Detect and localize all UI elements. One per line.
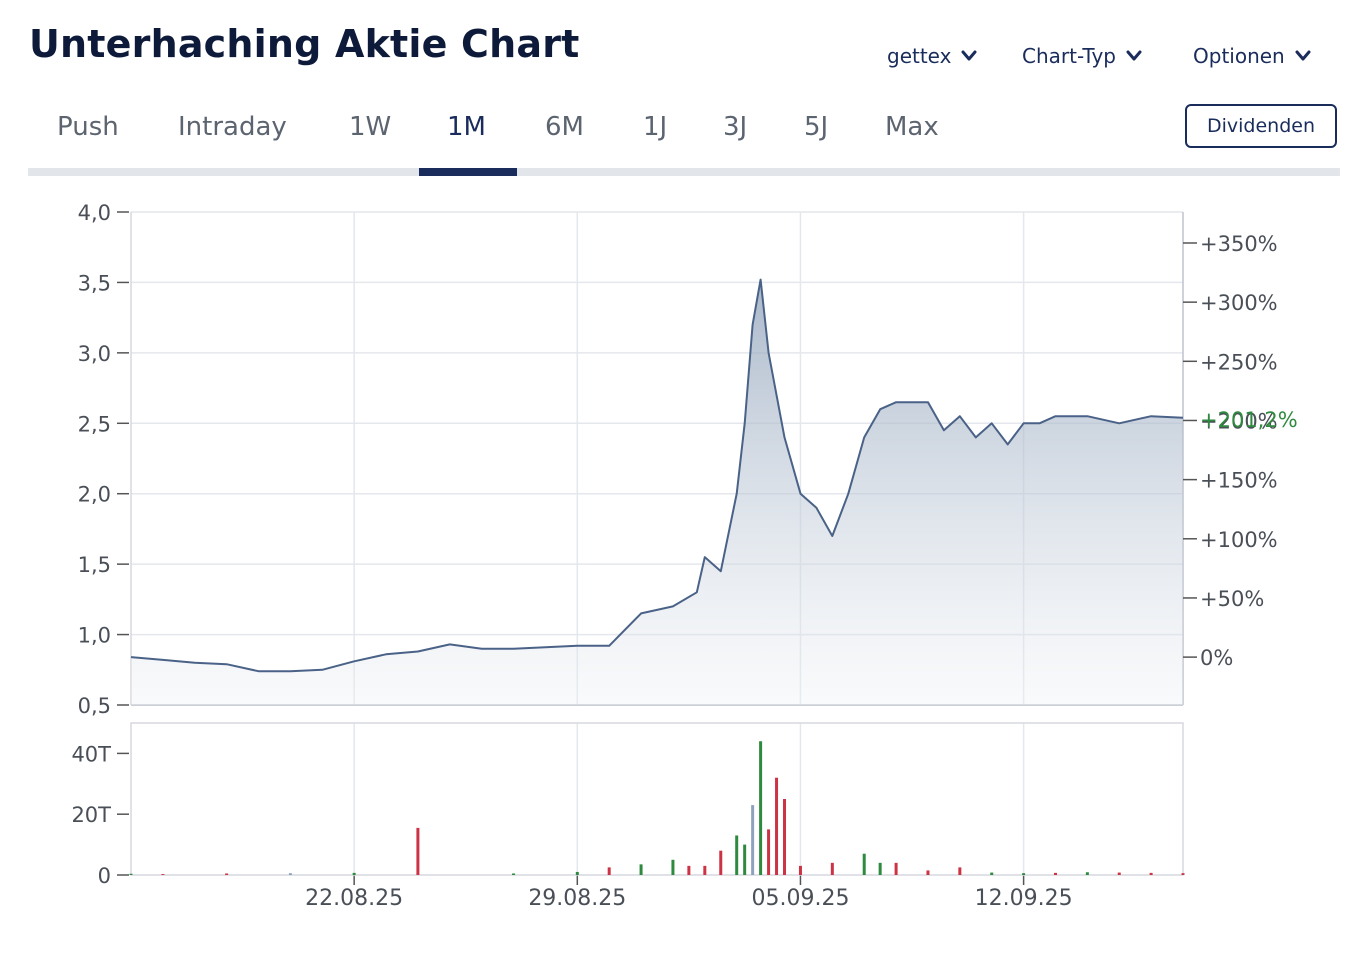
percent-tick-label: +250% — [1200, 350, 1278, 374]
volume-bar — [735, 835, 739, 875]
y-tick-label: 3,0 — [78, 342, 111, 366]
volume-bar — [719, 850, 723, 875]
volume-bar — [743, 844, 747, 875]
volume-bar — [639, 864, 643, 875]
volume-bar — [1149, 872, 1153, 875]
exchange-dropdown[interactable]: gettex — [887, 44, 977, 68]
tab-1w[interactable]: 1W — [349, 112, 392, 142]
volume-bar — [225, 873, 229, 875]
volume-tick-label: 0 — [98, 864, 111, 888]
y-tick-label: 0,5 — [78, 694, 111, 718]
volume-panel — [130, 722, 1184, 876]
volume-bar — [1181, 873, 1185, 875]
volume-bar — [767, 829, 771, 875]
volume-bar — [703, 865, 707, 875]
volume-bar — [798, 865, 802, 875]
volume-bar — [862, 853, 866, 875]
dividends-button[interactable]: Dividenden — [1185, 104, 1337, 148]
price-line — [130, 278, 1184, 673]
volume-bar — [129, 873, 133, 875]
tab-bar — [28, 168, 1340, 176]
options-dropdown[interactable]: Optionen — [1193, 44, 1311, 68]
percent-tick-label: 0% — [1200, 646, 1233, 670]
volume-tick-label: 20T — [71, 803, 111, 827]
percent-tick-label: +350% — [1200, 232, 1278, 256]
tab-max[interactable]: Max — [885, 112, 939, 142]
chevron-down-icon — [961, 50, 977, 61]
volume-bar — [416, 827, 420, 875]
percent-tick-label: +150% — [1200, 469, 1278, 493]
volume-bar — [926, 870, 930, 875]
volume-bar — [512, 873, 516, 875]
volume-bar — [878, 862, 882, 875]
x-tick-label: 22.08.25 — [305, 886, 403, 911]
chart-controls: gettex Chart-Typ Optionen — [0, 44, 1350, 74]
tab-1j[interactable]: 1J — [643, 112, 668, 142]
x-tick-label: 12.09.25 — [975, 886, 1073, 911]
percent-tick-label: +200% — [1200, 409, 1278, 433]
volume-bar — [990, 872, 994, 875]
percent-tick-label: +50% — [1200, 587, 1264, 611]
volume-bar — [1117, 872, 1121, 875]
tab-1m[interactable]: 1M — [447, 112, 486, 142]
tab-5j[interactable]: 5J — [804, 112, 829, 142]
options-dropdown-label: Optionen — [1193, 44, 1285, 68]
chart-type-dropdown-label: Chart-Typ — [1022, 44, 1116, 68]
volume-bar — [671, 859, 675, 875]
volume-bar — [1085, 872, 1089, 875]
volume-bar — [775, 777, 779, 875]
y-tick-label: 4,0 — [78, 201, 111, 225]
volume-bar — [783, 799, 787, 875]
volume-tick-label: 40T — [71, 742, 111, 766]
percent-tick-label: +300% — [1200, 291, 1278, 315]
active-tab-indicator — [419, 168, 517, 176]
page-title: Unterhaching Aktie Chart — [29, 22, 580, 66]
volume-bar — [607, 867, 611, 875]
volume-bar — [894, 862, 898, 875]
x-tick-label: 29.08.25 — [528, 886, 626, 911]
volume-bar — [1022, 873, 1026, 875]
y-tick-label: 3,5 — [78, 271, 111, 295]
volume-bar — [830, 862, 834, 875]
chart-type-dropdown[interactable]: Chart-Typ — [1022, 44, 1142, 68]
y-tick-label: 1,0 — [78, 624, 111, 648]
volume-bar — [575, 871, 579, 875]
chevron-down-icon — [1295, 50, 1311, 61]
volume-bar — [759, 741, 763, 875]
tab-6m[interactable]: 6M — [545, 112, 584, 142]
y-tick-label: 2,0 — [78, 483, 111, 507]
exchange-dropdown-label: gettex — [887, 44, 952, 68]
timeframe-tabs: Push Intraday 1W 1M 6M 1J 3J 5J Max — [28, 104, 1340, 176]
tab-3j[interactable]: 3J — [723, 112, 748, 142]
volume-bar — [288, 873, 292, 875]
percent-tick-label: +100% — [1200, 528, 1278, 552]
volume-bar — [958, 867, 962, 875]
x-tick-label: 05.09.25 — [751, 886, 849, 911]
volume-bar — [1053, 872, 1057, 875]
price-area — [131, 279, 1183, 705]
chevron-down-icon — [1126, 50, 1142, 61]
volume-bar — [352, 872, 356, 875]
volume-bar — [687, 865, 691, 875]
volume-bar — [751, 805, 755, 875]
current-change-label: +201,2% — [1200, 408, 1298, 432]
y-tick-label: 1,5 — [78, 553, 111, 577]
tab-intraday[interactable]: Intraday — [178, 112, 287, 142]
y-tick-label: 2,5 — [78, 412, 111, 436]
tab-push[interactable]: Push — [57, 112, 119, 142]
volume-bar — [161, 874, 165, 875]
